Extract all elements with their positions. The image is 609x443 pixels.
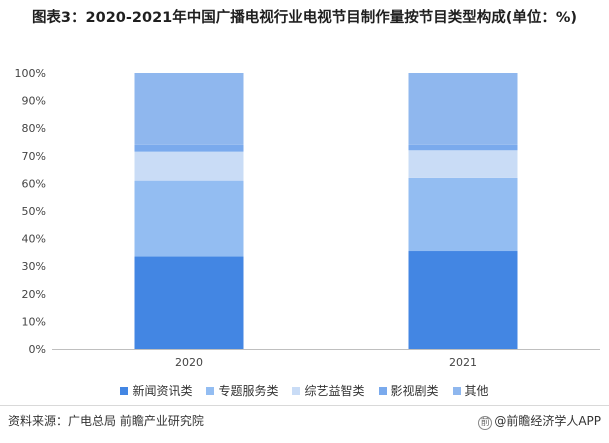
- y-tick-label: 60%: [22, 177, 46, 190]
- bar-segment: [408, 73, 518, 145]
- y-tick-label: 90%: [22, 95, 46, 108]
- bar-segment: [408, 177, 518, 252]
- y-tick-label: 100%: [15, 67, 46, 80]
- bar-segment: [134, 144, 244, 152]
- legend-swatch: [292, 386, 301, 395]
- legend: 新闻资讯类 专题服务类 综艺益智类 影视剧类 其他: [0, 382, 609, 399]
- bar-segment: [408, 150, 518, 178]
- legend-swatch: [120, 386, 129, 395]
- bar-segment: [408, 144, 518, 151]
- legend-swatch: [452, 386, 461, 395]
- y-tick-label: 10%: [22, 315, 46, 328]
- credit-text: @前瞻经济学人APP: [494, 414, 601, 428]
- legend-item: 新闻资讯类: [120, 382, 192, 399]
- legend-item: 综艺益智类: [292, 382, 365, 399]
- y-tick-label: 20%: [22, 288, 46, 301]
- legend-item: 其他: [452, 382, 489, 399]
- bar-segment: [134, 73, 244, 145]
- bar-segment: [134, 180, 244, 257]
- legend-label: 综艺益智类: [304, 384, 365, 398]
- bar-segment: [408, 251, 518, 349]
- y-tick-label: 30%: [22, 260, 46, 273]
- y-tick-label: 40%: [22, 233, 46, 246]
- y-tick-label: 70%: [22, 150, 46, 163]
- y-tick-label: 80%: [22, 122, 46, 135]
- legend-label: 其他: [464, 384, 489, 398]
- legend-label: 专题服务类: [218, 384, 279, 398]
- legend-item: 影视剧类: [378, 382, 439, 399]
- credit: 前 @前瞻经济学人APP: [478, 412, 601, 430]
- x-tick-label: 2020: [175, 356, 203, 369]
- legend-label: 影视剧类: [390, 384, 439, 398]
- legend-swatch: [206, 386, 215, 395]
- y-tick-label: 0%: [29, 343, 46, 356]
- bar-segment: [134, 151, 244, 181]
- qianzhan-logo-icon: 前: [478, 416, 493, 430]
- footer-divider: [0, 405, 609, 406]
- legend-item: 专题服务类: [206, 382, 278, 399]
- y-tick-label: 50%: [22, 205, 46, 218]
- legend-swatch: [378, 386, 387, 395]
- x-tick-label: 2021: [449, 356, 477, 369]
- legend-label: 新闻资讯类: [132, 384, 193, 398]
- bar-segment: [134, 256, 244, 349]
- source-note: 资料来源：广电总局 前瞻产业研究院: [8, 414, 204, 428]
- chart-title: 图表3：2020-2021年中国广播电视行业电视节目制作量按节目类型构成(单位：…: [31, 10, 578, 26]
